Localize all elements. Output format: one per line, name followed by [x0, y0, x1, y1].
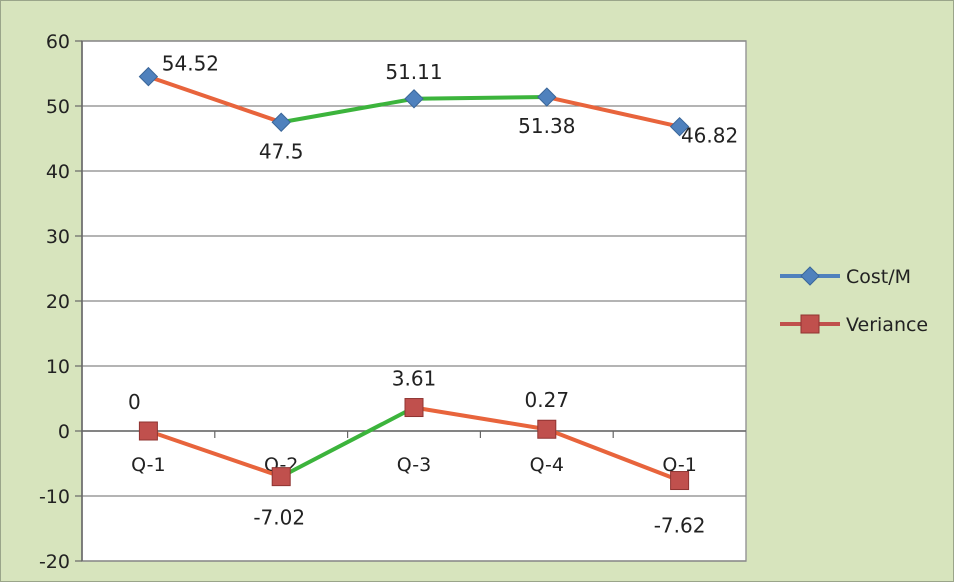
y-tick-label: 20 — [46, 291, 70, 313]
data-label: 51.38 — [518, 114, 575, 138]
x-tick-label: Q-1 — [662, 454, 696, 476]
cost-marker — [404, 89, 424, 109]
variance-marker — [670, 471, 690, 491]
legend-item: Cost/M — [780, 266, 911, 288]
cost-marker — [271, 112, 291, 132]
variance-marker — [138, 421, 158, 441]
y-tick-label: -20 — [39, 551, 70, 573]
axes — [81, 41, 746, 561]
data-label: 54.52 — [162, 52, 219, 76]
data-label: 46.82 — [681, 124, 738, 148]
y-tick-label: 0 — [58, 421, 70, 443]
data-label: 3.61 — [392, 367, 437, 391]
y-axis-tick-labels: -20 -10 0 10 20 30 40 50 60 — [39, 31, 70, 573]
data-label: 51.11 — [385, 60, 442, 84]
y-tick-label: 60 — [46, 31, 70, 53]
data-labels: 54.52 47.5 51.11 51.38 46.82 0 -7.02 3.61 0.27 -7… — [128, 52, 738, 538]
data-label: 47.5 — [259, 139, 304, 163]
x-tick-label: Q-1 — [131, 454, 165, 476]
series-line-segment — [146, 429, 284, 479]
data-label: 0 — [128, 390, 141, 414]
series-line-segment — [412, 95, 549, 101]
y-tick-label: 50 — [46, 96, 70, 118]
y-tick-label: 10 — [46, 356, 70, 378]
y-tick-label: 40 — [46, 161, 70, 183]
data-label: -7.02 — [253, 506, 305, 530]
variance-marker — [404, 398, 424, 418]
legend-marker — [800, 266, 820, 286]
series-line-segment — [544, 427, 682, 483]
legend-marker — [800, 314, 820, 334]
data-label: 0.27 — [525, 388, 570, 412]
series-lines — [146, 74, 682, 483]
series-line-segment — [279, 405, 416, 479]
legend: Cost/M Veriance — [780, 266, 928, 336]
series-line-segment — [279, 96, 416, 125]
plot-area — [75, 40, 747, 562]
legend-label: Veriance — [846, 314, 928, 336]
cost-marker — [537, 87, 557, 107]
series-line-segment — [412, 405, 549, 432]
variance-marker — [537, 419, 557, 439]
series-line-segment — [544, 95, 682, 129]
legend-item: Veriance — [780, 314, 928, 336]
x-tick-label: Q-4 — [530, 454, 564, 476]
series-line-segment — [146, 74, 284, 125]
x-axis-tick-labels: Q-1 Q-2 Q-3 Q-4 Q-1 — [131, 454, 697, 476]
data-label: -7.62 — [654, 514, 706, 538]
variance-marker — [271, 467, 291, 487]
x-tick-label: Q-3 — [397, 454, 431, 476]
y-tick-label: 30 — [46, 226, 70, 248]
cost-marker — [138, 66, 159, 87]
legend-label: Cost/M — [846, 266, 911, 288]
cost-marker — [669, 116, 690, 137]
series-markers — [138, 66, 690, 491]
y-tick-label: -10 — [39, 486, 70, 508]
